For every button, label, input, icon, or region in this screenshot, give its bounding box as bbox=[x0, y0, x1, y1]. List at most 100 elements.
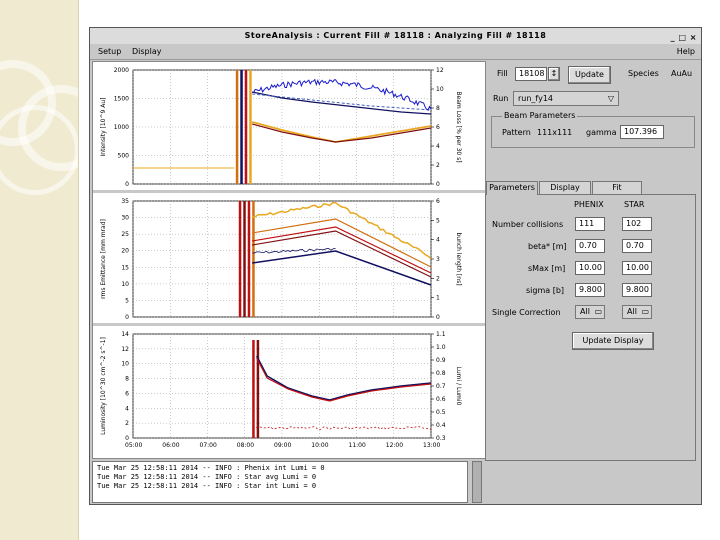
injection-spike bbox=[238, 201, 242, 317]
chevron-down-icon: ▽ bbox=[607, 94, 614, 103]
series-line bbox=[252, 78, 432, 111]
injection-spike bbox=[247, 201, 251, 317]
y2-tick-label: 12 bbox=[436, 67, 444, 74]
y-tick-label: 6 bbox=[125, 390, 129, 397]
param-label: sigma [b] bbox=[526, 286, 565, 295]
series-line bbox=[252, 218, 432, 268]
y-tick-label: 35 bbox=[121, 198, 129, 205]
y2-tick-label: 1.1 bbox=[436, 331, 446, 338]
log-scrollbar[interactable] bbox=[472, 461, 482, 503]
fill-label: Fill bbox=[497, 69, 508, 78]
series-line bbox=[252, 247, 336, 254]
window-title: StoreAnalysis : Current Fill # 18118 : A… bbox=[244, 31, 547, 40]
y-tick-label: 10 bbox=[121, 281, 129, 288]
series-line bbox=[252, 426, 432, 430]
x-tick-label: 06:00 bbox=[162, 442, 179, 449]
injection-spike bbox=[252, 201, 255, 317]
phenix-sigma-input[interactable]: 9.800 bbox=[575, 283, 605, 297]
series-line bbox=[252, 250, 432, 286]
decor-ring bbox=[0, 105, 78, 195]
phenix-smax-input[interactable]: 10.00 bbox=[575, 261, 605, 275]
beam-parameters-group: Beam Parameters Pattern 111x111 gamma 10… bbox=[491, 111, 695, 148]
dropdown-icon: ▭ bbox=[641, 307, 649, 316]
star-sigma-input[interactable]: 9.800 bbox=[622, 283, 652, 297]
fill-spin-button[interactable]: ↕ bbox=[548, 67, 560, 81]
window-controls[interactable]: _ □ × bbox=[670, 33, 697, 42]
y-tick-label: 1500 bbox=[114, 96, 129, 103]
phenix-collisions-input[interactable]: 111 bbox=[575, 217, 605, 231]
fill-input[interactable]: 18108 bbox=[515, 67, 547, 81]
col-phenix: PHENIX bbox=[574, 200, 604, 209]
param-label: sMax [m] bbox=[528, 264, 566, 273]
y-tick-label: 14 bbox=[121, 331, 129, 338]
series-line bbox=[256, 355, 432, 401]
y-tick-label: 2 bbox=[125, 420, 129, 427]
y2-tick-label: 0.3 bbox=[436, 435, 446, 442]
y2-tick-label: 10 bbox=[436, 86, 444, 93]
title-bar: StoreAnalysis : Current Fill # 18118 : A… bbox=[90, 28, 701, 45]
intensity-plot[interactable]: 0 500 1000 1500 2000 0 2 4 6 8 10 12 Intensity [10^9… bbox=[93, 62, 485, 190]
tab-fit[interactable]: Fit bbox=[592, 181, 642, 194]
log-line: Tue Mar 25 12:58:11 2014 -- INFO : Star … bbox=[97, 482, 317, 490]
x-tick-label: 05:00 bbox=[125, 442, 142, 449]
star-correction-value: All bbox=[627, 307, 637, 316]
run-select[interactable]: run_fy14 ▽ bbox=[513, 91, 619, 106]
parameters-tab-panel: PHENIX STAR Number collisions 111 102 be… bbox=[485, 194, 696, 461]
plot-divider bbox=[93, 323, 485, 326]
tab-display[interactable]: Display bbox=[539, 181, 591, 194]
injection-spike bbox=[240, 70, 243, 184]
species-value: AuAu bbox=[671, 69, 693, 78]
luminosity-plot[interactable]: 05:00 06:00 07:00 08:00 09:00 10:00 11:00 12:00… bbox=[93, 326, 485, 458]
injection-spike bbox=[252, 340, 255, 438]
star-correction-select[interactable]: All ▭ bbox=[622, 305, 652, 319]
y-tick-label: 12 bbox=[121, 346, 129, 353]
param-label: beta* [m] bbox=[528, 242, 567, 251]
injection-spike bbox=[243, 201, 246, 317]
series-line bbox=[252, 201, 432, 260]
tab-parameters[interactable]: Parameters bbox=[486, 181, 538, 195]
y-tick-label: 0 bbox=[125, 435, 129, 442]
injection-spike bbox=[235, 70, 239, 184]
y2-tick-label: 3 bbox=[436, 256, 440, 263]
y2-tick-label: 6 bbox=[436, 124, 440, 131]
series-line bbox=[252, 93, 432, 111]
y-tick-label: 25 bbox=[121, 231, 129, 238]
y-tick-label: 4 bbox=[125, 405, 129, 412]
phenix-correction-select[interactable]: All ▭ bbox=[575, 305, 605, 319]
menu-help[interactable]: Help bbox=[676, 47, 695, 56]
gamma-input[interactable]: 107.396 bbox=[620, 125, 664, 139]
y-tick-label: 500 bbox=[118, 153, 130, 160]
phenix-beta-input[interactable]: 0.70 bbox=[575, 239, 605, 253]
y-axis-label: Intensity [10^9 Au] bbox=[100, 98, 107, 157]
star-collisions-input[interactable]: 102 bbox=[622, 217, 652, 231]
y2-tick-label: 0.8 bbox=[436, 370, 446, 377]
y-tick-label: 0 bbox=[125, 181, 129, 188]
species-label: Species bbox=[628, 69, 659, 78]
injection-spike bbox=[249, 70, 252, 184]
menu-setup[interactable]: Setup bbox=[98, 47, 122, 56]
y-tick-label: 30 bbox=[121, 215, 129, 222]
x-tick-label: 08:00 bbox=[237, 442, 254, 449]
param-label: Number collisions bbox=[492, 220, 564, 229]
pattern-value: 111x111 bbox=[537, 128, 573, 137]
x-tick-label: 11:00 bbox=[349, 442, 366, 449]
beam-group-title: Beam Parameters bbox=[502, 111, 578, 120]
update-button[interactable]: Update bbox=[568, 66, 611, 84]
y2-tick-label: 0.7 bbox=[436, 383, 446, 390]
menu-display[interactable]: Display bbox=[132, 47, 162, 56]
y2-tick-label: 1 bbox=[436, 295, 440, 302]
update-display-button[interactable]: Update Display bbox=[572, 332, 654, 350]
star-beta-input[interactable]: 0.70 bbox=[622, 239, 652, 253]
x-tick-label: 12:00 bbox=[386, 442, 403, 449]
emittance-plot[interactable]: 0 5 10 15 20 25 30 35 0 1 2 3 4 5 6 rms Emittance [mm m… bbox=[93, 193, 485, 323]
log-line: Tue Mar 25 12:58:11 2014 -- INFO : Pheni… bbox=[97, 464, 325, 472]
y2-axis-label: bunch length [ns] bbox=[455, 232, 462, 285]
star-smax-input[interactable]: 10.00 bbox=[622, 261, 652, 275]
x-tick-label: 07:00 bbox=[200, 442, 217, 449]
y2-tick-label: 1.0 bbox=[436, 344, 446, 351]
x-tick-label: 09:00 bbox=[274, 442, 291, 449]
message-log: Tue Mar 25 12:58:11 2014 -- INFO : Pheni… bbox=[92, 461, 468, 503]
y2-tick-label: 0 bbox=[436, 181, 440, 188]
phenix-correction-value: All bbox=[580, 307, 590, 316]
single-correction-label: Single Correction bbox=[492, 308, 561, 317]
